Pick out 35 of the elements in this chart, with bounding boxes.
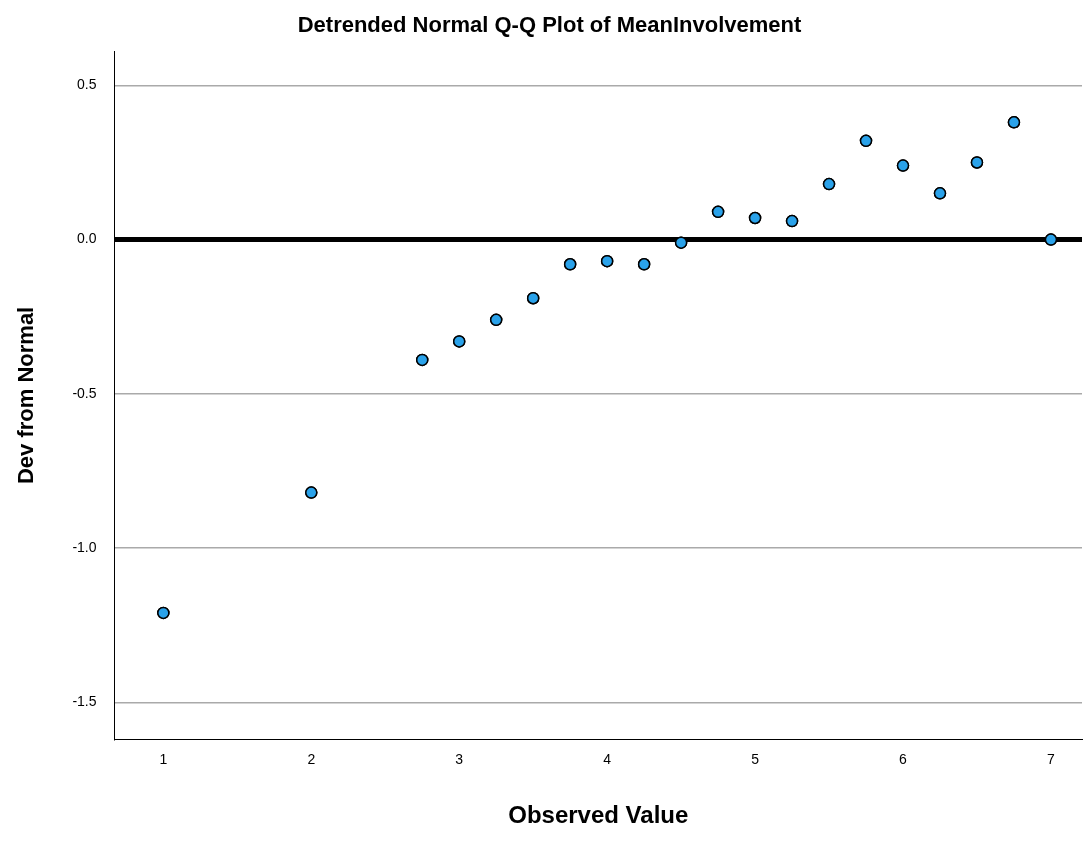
- point: [674, 236, 688, 249]
- point: [933, 187, 947, 200]
- x-tick-label: 2: [307, 750, 316, 767]
- y-tick-label: -1.5: [72, 693, 97, 710]
- x-tick-label: 3: [455, 750, 464, 767]
- y-axis-title: Dev from Normal: [13, 306, 39, 485]
- x-tick-label: 7: [1047, 750, 1056, 767]
- chart-title: Detrended Normal Q-Q Plot of MeanInvolvement: [297, 12, 802, 38]
- point: [748, 211, 762, 225]
- point: [970, 156, 984, 169]
- point: [637, 258, 651, 271]
- x-tick-label: 5: [751, 750, 760, 767]
- point: [526, 291, 540, 305]
- point: [563, 258, 577, 271]
- x-axis-title: Observed Value: [508, 801, 689, 829]
- point: [859, 134, 873, 148]
- y-tick-label: 0.0: [77, 230, 97, 247]
- point: [1044, 233, 1058, 246]
- point: [415, 353, 429, 367]
- y-tick-label: -1.0: [72, 538, 97, 555]
- point: [896, 159, 910, 172]
- point: [305, 486, 318, 499]
- x-tick-label: 6: [899, 750, 908, 767]
- point: [489, 313, 503, 327]
- y-tick-label: 0.5: [77, 76, 97, 93]
- point: [711, 205, 725, 219]
- y-tick-label: -0.5: [72, 384, 97, 401]
- point: [785, 214, 799, 228]
- point: [157, 606, 170, 620]
- point: [452, 335, 466, 348]
- point: [1007, 116, 1021, 129]
- x-tick-label: 1: [159, 750, 168, 767]
- point: [822, 177, 836, 191]
- point: [600, 254, 614, 268]
- x-tick-label: 4: [603, 750, 612, 767]
